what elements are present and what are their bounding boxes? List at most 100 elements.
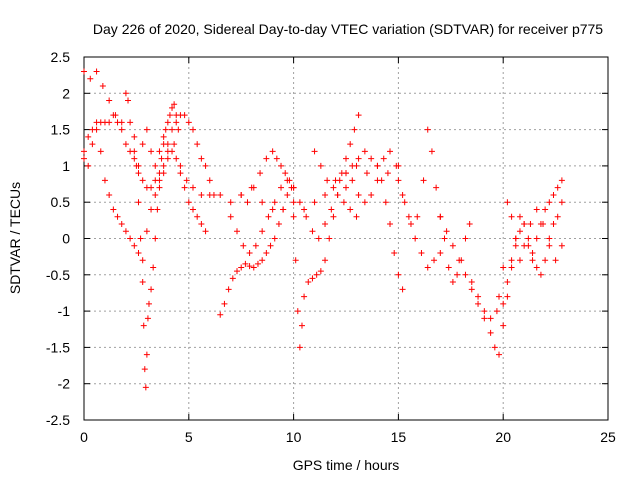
- data-point: [529, 250, 536, 257]
- data-point: [164, 148, 171, 155]
- data-point: [246, 263, 253, 270]
- data-point: [273, 155, 280, 162]
- data-point: [393, 162, 400, 169]
- data-point: [139, 279, 146, 286]
- data-point: [368, 191, 375, 198]
- data-point: [269, 148, 276, 155]
- data-point: [296, 199, 303, 206]
- data-point: [558, 177, 565, 184]
- data-point: [516, 228, 523, 235]
- data-point: [181, 112, 188, 119]
- data-point: [412, 235, 419, 242]
- data-point: [97, 148, 104, 155]
- data-point: [148, 148, 155, 155]
- data-point: [529, 257, 536, 264]
- data-point: [152, 191, 159, 198]
- data-point: [405, 213, 412, 220]
- data-point: [148, 286, 155, 293]
- data-point: [324, 177, 331, 184]
- data-point: [127, 119, 134, 126]
- data-point: [265, 213, 272, 220]
- data-point: [142, 384, 149, 391]
- data-point: [144, 315, 151, 322]
- data-point: [347, 206, 354, 213]
- data-point: [301, 293, 308, 300]
- data-point: [353, 213, 360, 220]
- data-point: [139, 141, 146, 148]
- data-point: [454, 271, 461, 278]
- series-track-d: [217, 184, 295, 318]
- y-tick-label: 0.5: [51, 194, 71, 210]
- data-point: [166, 112, 173, 119]
- data-point: [496, 293, 503, 300]
- data-point: [127, 148, 134, 155]
- data-point: [493, 308, 500, 315]
- data-point: [424, 264, 431, 271]
- axis-ticks: [83, 56, 609, 421]
- data-point: [141, 366, 148, 373]
- data-point: [322, 220, 329, 227]
- series-track-h: [343, 148, 444, 271]
- y-tick-label: -2.5: [46, 412, 70, 428]
- data-point: [185, 199, 192, 206]
- data-point: [414, 213, 421, 220]
- series-track-b: [81, 112, 209, 235]
- y-tick-labels: 2.5 2 1.5 1 0.5 0 -0.5 -1 -1.5 -2 -2.5: [46, 49, 70, 428]
- data-point: [546, 199, 553, 206]
- data-point: [481, 315, 488, 322]
- data-point: [334, 191, 341, 198]
- x-tick-label: 10: [286, 429, 302, 445]
- data-point: [290, 199, 297, 206]
- data-point: [533, 235, 540, 242]
- data-point: [267, 242, 274, 249]
- data-point: [137, 235, 144, 242]
- y-tick-label: 2: [62, 85, 70, 101]
- data-point: [558, 199, 565, 206]
- series-dip-10h: [290, 112, 362, 351]
- data-point: [387, 220, 394, 227]
- data-point: [399, 191, 406, 198]
- data-point: [148, 206, 155, 213]
- data-point: [150, 264, 157, 271]
- data-point: [106, 97, 113, 104]
- data-point: [106, 191, 113, 198]
- data-point: [326, 235, 333, 242]
- data-point: [462, 235, 469, 242]
- data-point: [189, 126, 196, 133]
- data-point: [540, 220, 547, 227]
- data-point: [145, 300, 152, 307]
- data-point: [420, 177, 427, 184]
- y-tick-label: -0.5: [46, 267, 70, 283]
- data-point: [189, 184, 196, 191]
- data-point: [533, 206, 540, 213]
- data-point: [114, 119, 121, 126]
- data-point: [156, 177, 163, 184]
- data-point: [181, 184, 188, 191]
- data-point: [294, 308, 301, 315]
- data-point: [202, 228, 209, 235]
- y-tick-label: -1: [58, 303, 71, 319]
- data-point: [225, 286, 232, 293]
- data-point: [322, 257, 329, 264]
- chart-title: Day 226 of 2020, Sidereal Day-to-day VTE…: [93, 21, 603, 37]
- data-point: [504, 279, 511, 286]
- data-point: [101, 177, 108, 184]
- data-point: [183, 177, 190, 184]
- data-point: [349, 162, 356, 169]
- data-point: [135, 199, 142, 206]
- data-point: [387, 148, 394, 155]
- data-point: [99, 83, 106, 90]
- data-point: [374, 177, 381, 184]
- series-track-f: [238, 148, 297, 206]
- data-point: [160, 133, 167, 140]
- data-point: [380, 155, 387, 162]
- data-point: [240, 242, 247, 249]
- data-point: [309, 228, 316, 235]
- data-point: [368, 155, 375, 162]
- data-point: [290, 184, 297, 191]
- data-point: [343, 184, 349, 191]
- data-point: [504, 199, 511, 206]
- data-point: [234, 268, 241, 275]
- data-point: [135, 170, 142, 177]
- data-point: [355, 155, 362, 162]
